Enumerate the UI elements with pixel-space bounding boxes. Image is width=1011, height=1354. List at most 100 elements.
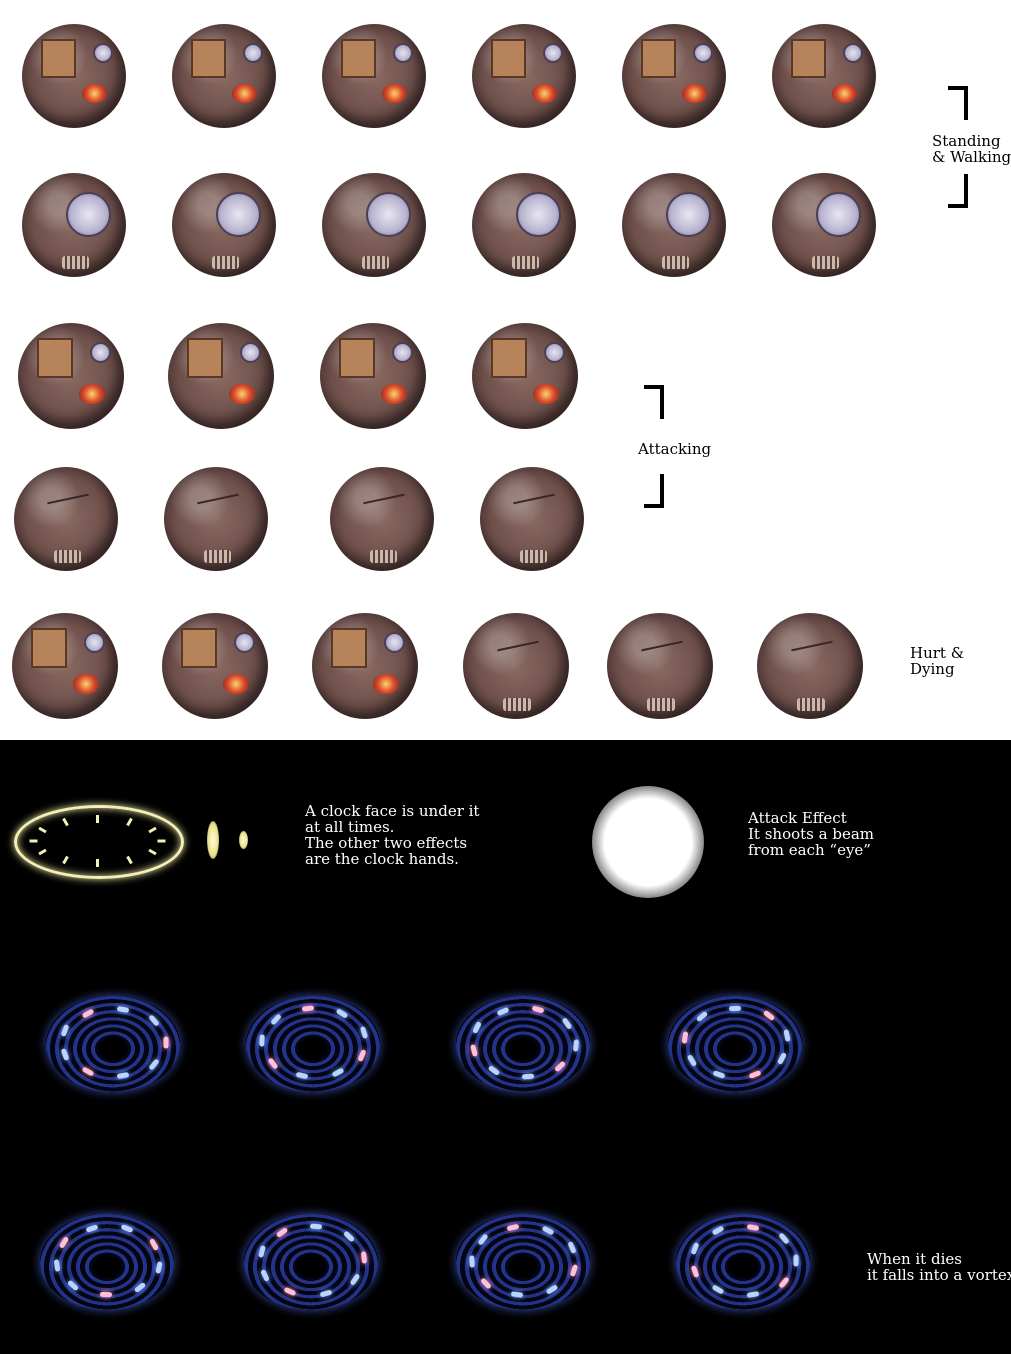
teeth-icon	[362, 256, 389, 268]
monster-sprite-attack-front-1	[18, 323, 124, 429]
vortex-spark	[470, 1044, 478, 1057]
vortex-frame-8	[676, 1214, 810, 1310]
vortex-spark	[696, 1011, 708, 1023]
monster-sprite-standing-back-5	[622, 173, 726, 277]
monster-sprite-hurt-2	[162, 613, 268, 719]
monster-sprite-standing-front-5	[622, 24, 726, 128]
vortex-spark	[53, 1259, 60, 1272]
red-gem-icon	[82, 84, 107, 103]
red-gem-icon	[79, 384, 104, 403]
clock-tick-12	[149, 827, 157, 834]
crack-line	[198, 494, 239, 505]
vortex-spark	[58, 1236, 69, 1249]
teeth-icon	[662, 256, 689, 268]
vortex-spark	[762, 1010, 774, 1021]
teeth-icon	[797, 698, 825, 711]
vortex-spark	[480, 1277, 492, 1289]
crack-line	[497, 640, 539, 651]
vortex-spark	[546, 1284, 559, 1295]
vortex-spark	[472, 1021, 482, 1034]
crack-line	[364, 494, 405, 505]
vortex-spark	[259, 1035, 265, 1047]
vortex-spark	[342, 1230, 354, 1242]
vortex-spark	[336, 1009, 349, 1020]
vortex-spark	[686, 1054, 696, 1067]
cuckoo-clock-icon	[191, 39, 226, 78]
monster-sprite-standing-front-3	[322, 24, 426, 128]
vortex-spark	[729, 1006, 741, 1011]
crack-line	[514, 494, 555, 505]
small-clock-icon	[90, 342, 111, 363]
cuckoo-clock-icon	[491, 39, 526, 78]
monster-sprite-hurt-3	[312, 613, 418, 719]
vortex-spark	[506, 1224, 519, 1231]
attack-effect-note: Attack Effect It shoots a beam from each…	[748, 810, 874, 858]
hurt-dying-label: Hurt & Dying	[910, 645, 964, 677]
vortex-frame-5	[40, 1214, 174, 1310]
big-clock-face-icon	[366, 192, 412, 238]
vortex-spark	[267, 1057, 278, 1070]
vortex-spark	[691, 1242, 700, 1255]
red-gem-icon	[832, 84, 857, 103]
monster-sprite-standing-front-1	[22, 24, 126, 128]
vortex-frame-1	[46, 996, 180, 1092]
vortex-spark	[85, 1224, 98, 1233]
red-gem-icon	[682, 84, 707, 103]
vortex-spark	[134, 1281, 147, 1292]
small-clock-icon	[544, 342, 565, 363]
clock-tick-1	[158, 840, 166, 843]
small-clock-icon	[843, 43, 864, 64]
cuckoo-clock-icon	[641, 39, 676, 78]
vortex-spark	[148, 1058, 160, 1070]
small-clock-icon	[240, 342, 261, 363]
small-clock-icon	[393, 43, 414, 64]
vortex-spark	[258, 1245, 266, 1258]
crack-line	[641, 640, 683, 651]
clock-hand-long	[207, 821, 219, 859]
vortex-spark	[511, 1291, 524, 1298]
crack-line	[48, 494, 89, 505]
vortex-spark	[319, 1289, 332, 1297]
vortex-spark	[301, 1006, 314, 1012]
monster-sprite-standing-back-3	[322, 173, 426, 277]
small-clock-icon	[93, 43, 114, 64]
teeth-icon	[212, 256, 239, 268]
clock-face-effect	[14, 805, 184, 879]
big-clock-face-icon	[216, 192, 262, 238]
cuckoo-clock-icon	[187, 338, 223, 378]
cuckoo-clock-icon	[339, 338, 375, 378]
clock-tick-7	[30, 840, 38, 843]
monster-sprite-standing-back-6	[772, 173, 876, 277]
monster-sprite-standing-front-2	[172, 24, 276, 128]
vortex-spark	[573, 1040, 579, 1052]
vortex-spark	[691, 1265, 700, 1278]
monster-sprite-standing-front-4	[472, 24, 576, 128]
clock-hand-short	[239, 831, 248, 849]
vortex-spark	[777, 1052, 787, 1065]
red-gem-icon	[229, 384, 254, 403]
vortex-spark	[331, 1068, 344, 1078]
vortex-spark	[284, 1287, 297, 1297]
monster-sprite-hurt-5	[607, 613, 713, 719]
clock-tick-8	[38, 827, 46, 834]
crack-line	[791, 640, 833, 651]
vortex-spark	[496, 1007, 509, 1016]
red-gem-icon	[73, 674, 98, 693]
red-gem-icon	[382, 84, 407, 103]
clock-tick-5	[62, 856, 69, 864]
vortex-spark	[260, 1269, 270, 1282]
teeth-icon	[204, 550, 231, 562]
teeth-icon	[647, 698, 675, 711]
vortex-spark	[681, 1031, 688, 1044]
teeth-icon	[512, 256, 539, 268]
cuckoo-clock-icon	[791, 39, 826, 78]
bracket-bottom-attacking	[644, 474, 664, 508]
clock-tick-9	[62, 818, 69, 826]
monster-sprite-attack-back-4	[480, 467, 584, 571]
teeth-icon	[520, 550, 547, 562]
vortex-spark	[542, 1225, 555, 1235]
vortex-spark	[713, 1070, 726, 1079]
attack-glow-effect	[592, 786, 704, 898]
vortex-spark	[748, 1070, 761, 1079]
monster-sprite-attack-front-3	[320, 323, 426, 429]
